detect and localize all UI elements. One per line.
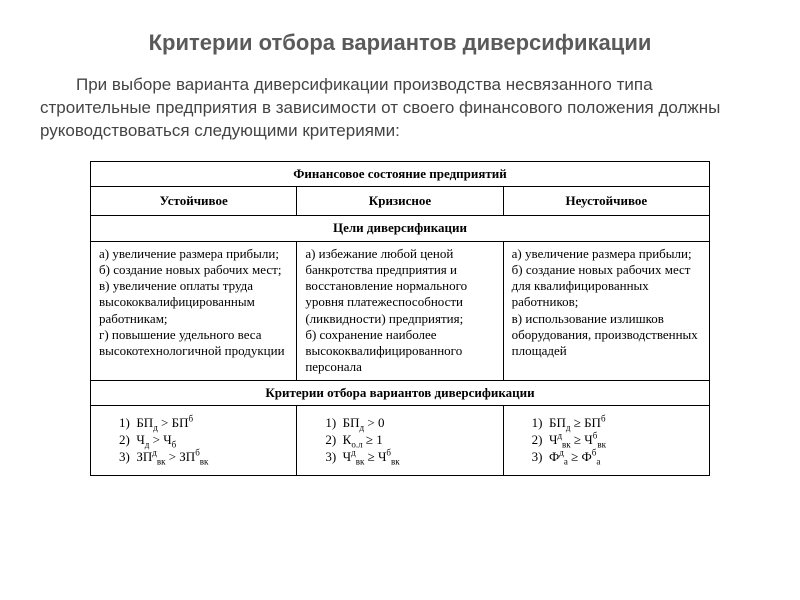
page-title: Критерии отбора вариантов диверсификации [40,30,760,56]
criteria-crisis: 1) БПд > 02) Ко.л ≥ 13) Чдвк ≥ Чбвк [297,405,503,475]
table-row: Устойчивое Кризисное Неустойчивое [91,187,710,216]
goals-stable: а) увеличение размера прибыли; б) создан… [91,241,297,380]
criteria-unstable: 1) БПд ≥ БПб2) Чдвк ≥ Чбвк3) Фда ≥ Фба [503,405,709,475]
header-financial-state: Финансовое состояние предприятий [91,161,710,186]
intro-paragraph: При выборе варианта диверсификации произ… [40,74,760,143]
header-goals: Цели диверсификации [91,216,710,241]
table-row: Цели диверсификации [91,216,710,241]
col-header-stable: Устойчивое [91,187,297,216]
criteria-stable: 1) БПд > БПб2) Чд > Чб3) ЗПдвк > ЗПбвк [91,405,297,475]
header-criteria: Критерии отбора вариантов диверсификации [91,380,710,405]
table-wrap: Финансовое состояние предприятий Устойчи… [40,161,760,476]
table-row: 1) БПд > БПб2) Чд > Чб3) ЗПдвк > ЗПбвк 1… [91,405,710,475]
criteria-table: Финансовое состояние предприятий Устойчи… [90,161,710,476]
table-row: а) увеличение размера прибыли; б) создан… [91,241,710,380]
table-row: Финансовое состояние предприятий [91,161,710,186]
goals-crisis: а) избежание любой ценой банкротства пре… [297,241,503,380]
col-header-crisis: Кризисное [297,187,503,216]
goals-unstable: а) увеличение размера прибыли; б) создан… [503,241,709,380]
table-row: Критерии отбора вариантов диверсификации [91,380,710,405]
col-header-unstable: Неустойчивое [503,187,709,216]
page: Критерии отбора вариантов диверсификации… [0,0,800,486]
